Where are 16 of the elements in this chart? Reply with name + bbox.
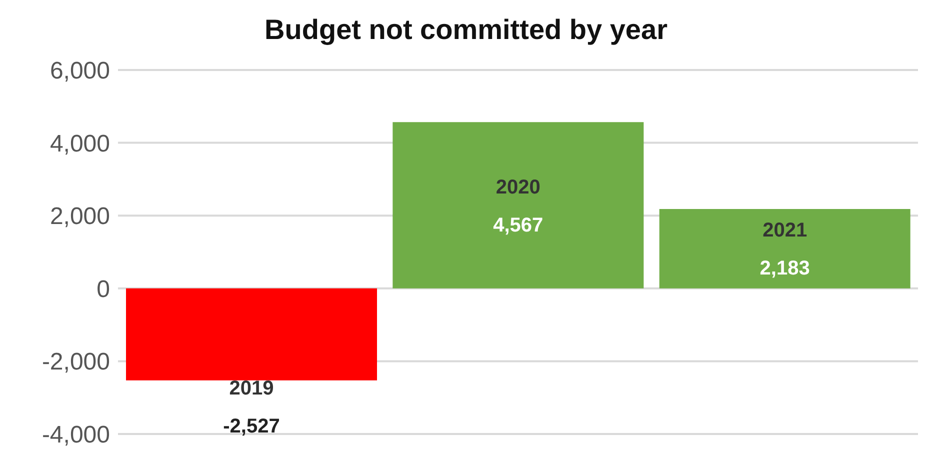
y-tick-label: 2,000	[50, 203, 110, 230]
y-tick-label: -2,000	[42, 348, 110, 376]
bar	[392, 122, 644, 288]
x-tick-label: 2020	[496, 176, 540, 198]
data-label: 2,183	[760, 258, 810, 280]
data-label: -2,527	[223, 415, 280, 438]
bar	[126, 288, 377, 380]
y-tick-label: 4,000	[50, 130, 110, 158]
x-tick-label: 2021	[762, 220, 808, 242]
data-label: 4,567	[493, 214, 544, 236]
y-tick-label: 0	[96, 276, 110, 303]
x-tick-label: 2019	[229, 377, 274, 400]
y-tick-label: 6,000	[50, 58, 110, 85]
y-tick-label: -4,000	[42, 422, 110, 449]
chart-title: Budget not committed by year	[264, 13, 668, 47]
bar	[659, 208, 910, 288]
